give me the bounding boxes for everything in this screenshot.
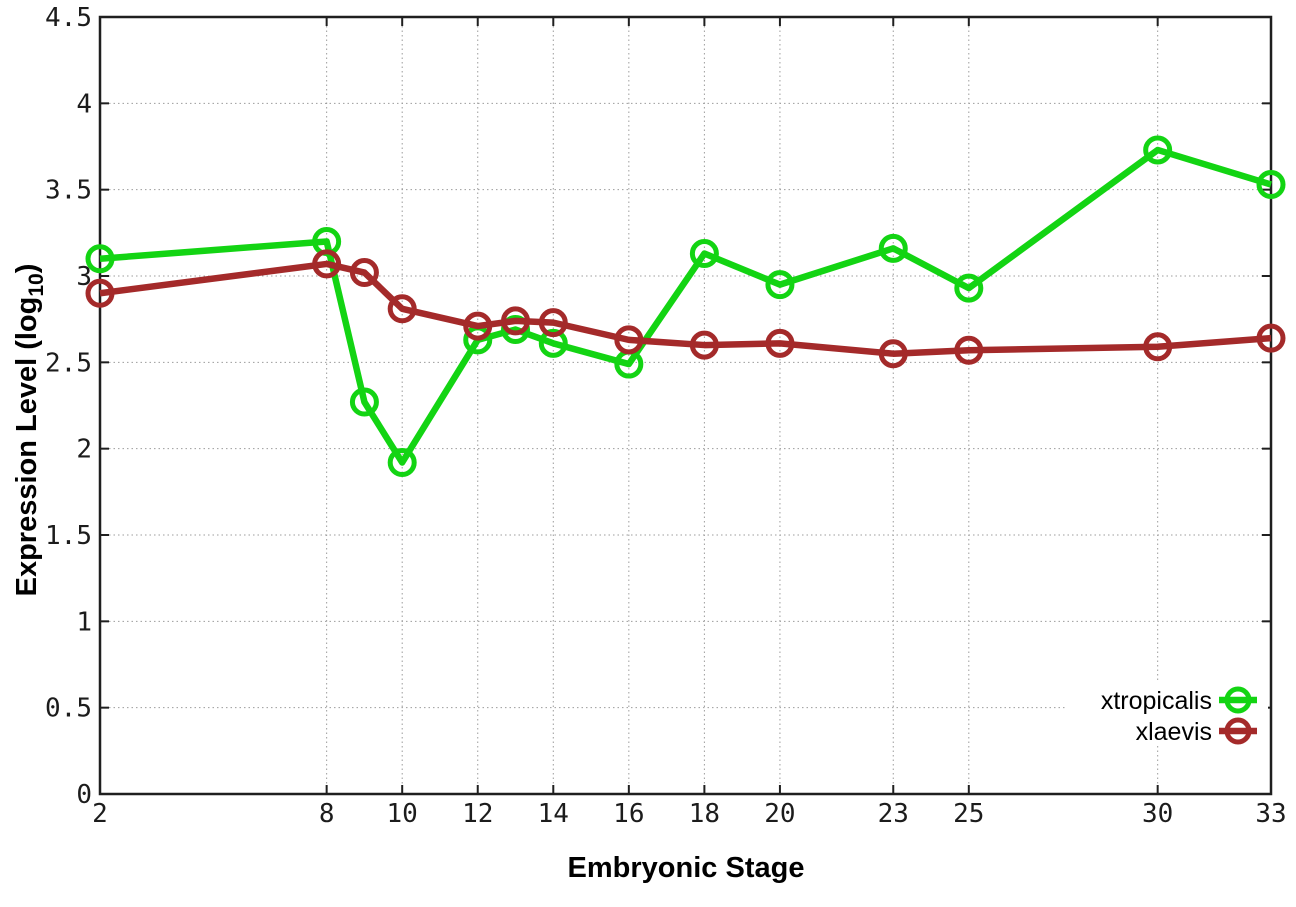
grid-lines <box>99 16 1272 795</box>
x-tick-label: 12 <box>462 799 493 829</box>
y-tick-label: 0 <box>76 780 92 810</box>
x-tick-label: 16 <box>613 799 644 829</box>
y-tick-label: 4.5 <box>45 3 92 33</box>
x-tick-label: 20 <box>764 799 795 829</box>
x-tick-label: 25 <box>953 799 984 829</box>
data-point-marker <box>954 335 984 365</box>
data-point-marker <box>538 308 568 338</box>
y-axis-title-close: ) <box>11 264 43 274</box>
x-tick-label: 10 <box>387 799 418 829</box>
y-tick-label: 4 <box>76 89 92 119</box>
data-series-lines <box>85 135 1286 477</box>
y-axis-tick-labels: 0 0.5 1 1.5 2 2.5 3 3.5 4 4.5 <box>45 3 92 810</box>
y-axis-title: Expression Level (log10) <box>11 264 48 597</box>
x-tick-label: 2 <box>92 799 108 829</box>
data-point-marker <box>538 328 568 358</box>
y-tick-label: 1 <box>76 607 92 637</box>
data-point-marker <box>954 273 984 303</box>
data-point-marker <box>614 325 644 355</box>
data-point-marker <box>463 311 493 341</box>
axis-tick-marks <box>99 16 1272 795</box>
y-tick-label: 3 <box>76 262 92 292</box>
y-tick-label: 3.5 <box>45 176 92 206</box>
data-point-marker <box>878 233 908 263</box>
data-point-marker <box>1256 323 1286 353</box>
data-point-marker <box>878 339 908 369</box>
data-point-marker <box>501 306 531 336</box>
legend-label-xtropicalis: xtropicalis <box>1101 687 1212 715</box>
x-tick-label: 14 <box>538 799 569 829</box>
data-point-marker <box>349 387 379 417</box>
y-tick-label: 2 <box>76 435 92 465</box>
data-point-marker <box>1143 135 1173 165</box>
x-tick-label: 23 <box>878 799 909 829</box>
data-point-marker <box>765 270 795 300</box>
x-tick-label: 30 <box>1142 799 1173 829</box>
y-tick-label: 0.5 <box>45 694 92 724</box>
data-point-marker <box>312 249 342 279</box>
legend-label-xlaevis: xlaevis <box>1136 718 1212 746</box>
legend-marker <box>1224 686 1252 714</box>
y-axis-title-subscript: 10 <box>25 273 48 296</box>
y-tick-label: 2.5 <box>45 348 92 378</box>
series-xlaevis <box>85 249 1286 369</box>
legend-marker <box>1224 717 1252 745</box>
legend: xtropicalis xlaevis <box>1066 682 1268 746</box>
x-tick-label: 18 <box>689 799 720 829</box>
data-point-marker <box>387 294 417 324</box>
data-point-marker <box>765 328 795 358</box>
data-point-marker <box>1143 332 1173 362</box>
legend-series-samples <box>1219 686 1257 745</box>
data-point-marker <box>387 447 417 477</box>
data-point-marker <box>85 244 115 274</box>
series-xtropicalis <box>85 135 1286 477</box>
legend-background <box>1066 682 1268 746</box>
plot-border <box>98 15 1273 796</box>
data-point-marker <box>85 278 115 308</box>
y-axis-title-main: Expression Level (log <box>11 297 43 597</box>
x-tick-label: 8 <box>319 799 335 829</box>
x-axis-title: Embryonic Stage <box>568 852 805 884</box>
y-tick-label: 1.5 <box>45 521 92 551</box>
data-point-marker <box>1256 169 1286 199</box>
x-tick-label: 33 <box>1255 799 1286 829</box>
data-point-marker <box>689 239 719 269</box>
data-point-marker <box>349 258 379 288</box>
x-axis-tick-labels: 2 8 10 12 14 16 18 20 23 25 30 33 <box>92 799 1286 829</box>
data-point-marker <box>689 330 719 360</box>
data-point-marker <box>501 315 531 345</box>
